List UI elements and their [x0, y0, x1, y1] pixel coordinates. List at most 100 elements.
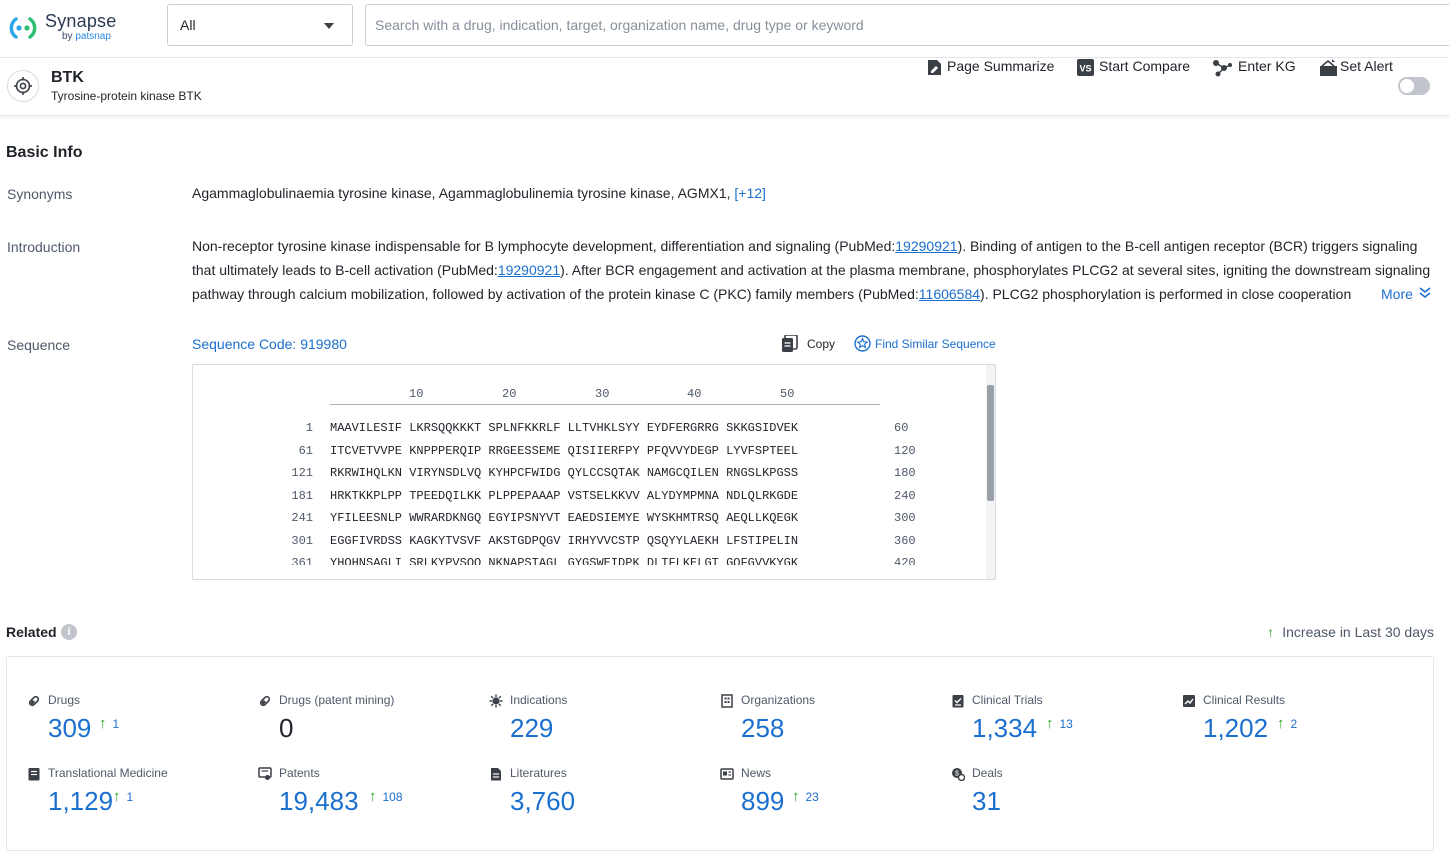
- stat-label: Translational Medicine: [48, 766, 168, 780]
- copy-label: Copy: [807, 337, 836, 351]
- stat-increase: ↑ 2: [1277, 715, 1297, 732]
- arrow-up-icon: ↑: [1267, 624, 1275, 640]
- synonyms-text: Agammaglobulinaemia tyrosine kinase, Aga…: [192, 185, 731, 201]
- target-header: BTK Tyrosine-protein kinase BTK Page Sum…: [0, 58, 1449, 116]
- newspaper-icon: [720, 768, 734, 780]
- compare-icon: VS: [1077, 59, 1094, 76]
- start-compare-label: Start Compare: [1099, 58, 1191, 74]
- stat-increase-value: 108: [382, 790, 403, 804]
- stat-organizations[interactable]: Organizations 258: [720, 691, 940, 751]
- stat-value: 19,483: [279, 786, 359, 816]
- set-alert-label: Set Alert: [1340, 58, 1393, 74]
- synapse-logo-icon: [9, 17, 37, 39]
- line-start: 241: [291, 511, 313, 525]
- svg-text:VS: VS: [1079, 64, 1091, 74]
- stat-value: 1,202: [1203, 713, 1269, 743]
- caret-down-icon: [324, 23, 334, 29]
- stat-value: 229: [510, 713, 554, 743]
- introduction-more-button[interactable]: More: [1361, 282, 1439, 306]
- pubmed-link[interactable]: 19290921: [895, 238, 958, 254]
- byline-prefix: by: [62, 31, 73, 42]
- ruler-tick: 30: [595, 387, 610, 401]
- related-stats-card: Drugs 309 ↑ 1 Drugs (patent mining) 0 Ind…: [6, 656, 1434, 851]
- stat-value: 0: [279, 713, 294, 743]
- stat-news[interactable]: News 899 ↑ 23: [720, 764, 940, 824]
- basic-info-heading: Basic Info: [6, 144, 83, 161]
- synonyms-label: Synonyms: [7, 186, 73, 202]
- stat-value: 258: [741, 713, 785, 743]
- sequence-code-link[interactable]: Sequence Code: 919980: [192, 336, 347, 352]
- copy-icon: [782, 335, 798, 352]
- line-end: 420: [894, 556, 916, 565]
- stat-increase: ↑ 108: [369, 788, 403, 805]
- target-symbol: BTK: [51, 69, 84, 86]
- stat-label: Drugs: [48, 693, 81, 707]
- introduction-label: Introduction: [7, 239, 81, 255]
- stat-value: 899: [741, 786, 785, 816]
- line-residues: RKRWIHQLKN VIRYNSDLVQ KYHPCFWIDG QYLCCSQ…: [330, 466, 799, 480]
- stat-increase: ↑ 1: [113, 788, 133, 805]
- line-residues: YFILEESNLP WWRARDKNGQ EGYIPSNYVT EAEDSIE…: [330, 511, 799, 525]
- stat-increase-value: 1: [112, 717, 120, 731]
- intro-part-3: ). After BCR engagement and activation a…: [192, 262, 1431, 302]
- stat-translational-medicine[interactable]: Translational Medicine 1,129 ↑ 1: [27, 764, 247, 824]
- stat-literatures[interactable]: Literatures 3,760: [489, 764, 709, 824]
- line-start: 121: [291, 466, 313, 480]
- stat-drugs[interactable]: Drugs 309 ↑ 1: [27, 691, 247, 751]
- vendor-name: patsnap: [75, 31, 111, 42]
- pubmed-link[interactable]: 19290921: [497, 262, 561, 278]
- arrow-up-icon: ↑: [113, 788, 121, 805]
- stat-patents[interactable]: Patents 19,483 ↑ 108: [258, 764, 478, 824]
- arrow-up-icon: ↑: [792, 788, 800, 805]
- svg-text:$: $: [955, 771, 959, 778]
- handshake-icon: $: [952, 768, 965, 781]
- chart-icon: [1183, 695, 1195, 707]
- legend-label: Increase in Last 30 days: [1282, 624, 1434, 640]
- sequence-viewer[interactable]: 10 20 30 40 50 1 MAAVILESIF LKRSQQKKKT SP…: [192, 364, 996, 580]
- clipboard-icon: [952, 695, 964, 708]
- sequence-scrollbar-thumb[interactable]: [987, 385, 994, 501]
- book-icon: [28, 768, 40, 781]
- double-chevron-down-icon: [1419, 287, 1431, 299]
- synonyms-more-link[interactable]: [+12]: [734, 185, 766, 201]
- stat-value: 3,760: [510, 786, 576, 816]
- stat-indications[interactable]: Indications 229: [489, 691, 709, 751]
- search-scope-value: All: [180, 17, 196, 33]
- intro-part-1: Non-receptor tyrosine kinase indispensab…: [192, 238, 896, 254]
- synonyms-value: Agammaglobulinaemia tyrosine kinase, Aga…: [192, 185, 766, 201]
- stat-label: Indications: [510, 693, 568, 707]
- line-start: 361: [291, 556, 313, 565]
- knowledge-graph-icon: [1213, 60, 1232, 77]
- stat-increase-value: 13: [1059, 717, 1073, 731]
- increase-legend: ↑ Increase in Last 30 days: [1267, 624, 1434, 640]
- line-end: 180: [894, 466, 916, 480]
- more-label: More: [1381, 286, 1413, 302]
- search-input[interactable]: [365, 4, 1449, 46]
- stat-increase: ↑ 1: [99, 715, 119, 732]
- arrow-up-icon: ↑: [1046, 715, 1054, 732]
- stat-clinical-trials[interactable]: Clinical Trials 1,334 ↑ 13: [951, 691, 1171, 751]
- arrow-up-icon: ↑: [369, 788, 377, 805]
- stat-label: Drugs (patent mining): [279, 693, 395, 707]
- sequence-scroll-area: 10 20 30 40 50 1 MAAVILESIF LKRSQQKKKT SP…: [193, 365, 995, 565]
- stat-drugs-patent-mining[interactable]: Drugs (patent mining) 0: [258, 691, 478, 751]
- stat-deals[interactable]: $ Deals 31: [951, 764, 1171, 824]
- pubmed-link[interactable]: 11606584: [918, 286, 981, 302]
- search-scope-select[interactable]: All: [167, 4, 353, 46]
- building-icon: [721, 694, 733, 708]
- set-alert-toggle[interactable]: [1398, 77, 1430, 95]
- stat-value: 1,129: [48, 786, 114, 816]
- stat-increase: ↑ 13: [1046, 715, 1073, 732]
- target-icon: [7, 70, 39, 102]
- line-residues: YHQHNSAGLI SRLKYPVSQQ NKNAPSTAGL GYGSWEI…: [330, 556, 799, 565]
- line-end: 240: [894, 488, 916, 503]
- ruler-tick: 50: [780, 387, 795, 401]
- stat-clinical-results[interactable]: Clinical Results 1,202 ↑ 2: [1182, 691, 1402, 751]
- info-icon[interactable]: i: [61, 624, 77, 640]
- intro-part-2: ). Binding of antigen to the B-cell anti…: [192, 238, 1418, 278]
- stat-increase-value: 23: [805, 790, 819, 804]
- target-full-name: Tyrosine-protein kinase BTK: [51, 89, 202, 103]
- summarize-icon: [928, 60, 941, 75]
- pill-icon: [28, 695, 40, 707]
- synapse-logo[interactable]: Synapse by patsnap: [6, 9, 146, 49]
